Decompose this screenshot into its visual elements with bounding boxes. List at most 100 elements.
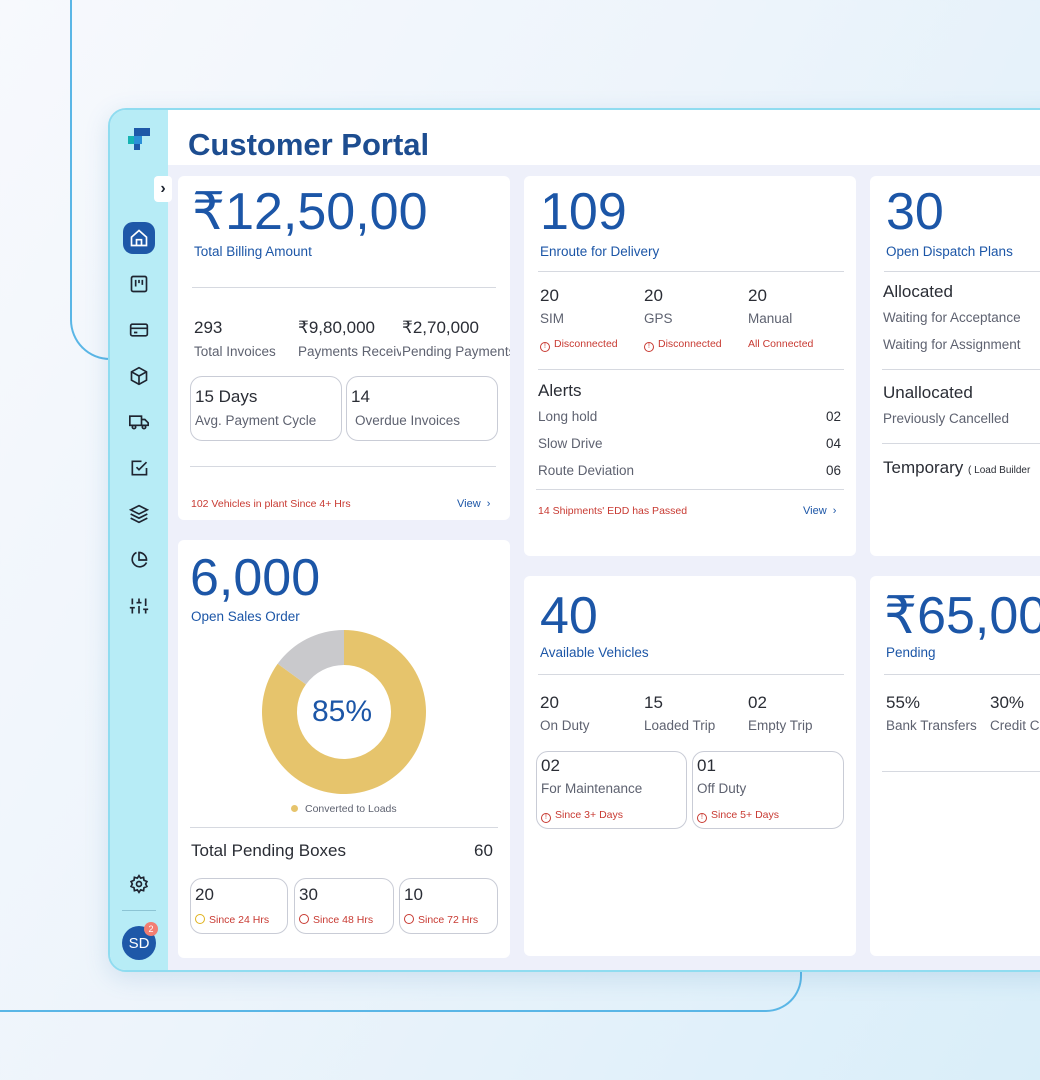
avg-payment-cycle-tile[interactable]: 15 Days Avg. Payment Cycle (190, 376, 342, 441)
alert-icon: ! (644, 342, 654, 352)
off-duty-tile[interactable]: 01 Off Duty ! Since 5+ Days (692, 751, 844, 829)
package-icon (130, 366, 148, 386)
pie-chart-icon (131, 551, 148, 568)
on-duty-label: On Duty (540, 718, 590, 733)
enroute-card: 109 Enroute for Delivery 20 SIM ! Disconn… (524, 176, 856, 556)
pending-bucket-value: 30 (299, 885, 318, 904)
sliders-icon (129, 598, 149, 614)
enroute-view-link[interactable]: View › (803, 505, 837, 517)
off-duty-value: 01 (697, 756, 716, 775)
empty-trip-label: Empty Trip (748, 718, 813, 733)
sim-status: ! Disconnected (540, 338, 618, 352)
maintenance-since: ! Since 3+ Days (541, 809, 623, 823)
sidebar-item-filters[interactable] (123, 590, 155, 622)
billing-view-link[interactable]: View › (457, 498, 491, 510)
avg-payment-cycle-value: 15 Days (195, 387, 258, 406)
clock-icon (299, 914, 309, 924)
pending-boxes-label: Total Pending Boxes (191, 841, 346, 860)
gear-icon (129, 874, 149, 894)
alert-row-value: 06 (826, 463, 842, 478)
sidebar-item-vehicles[interactable] (123, 406, 155, 438)
sidebar-item-home[interactable] (123, 222, 155, 254)
billing-card: ₹12,50,00 Total Billing Amount 293 Total… (178, 176, 510, 520)
overdue-invoices-tile[interactable]: 14 Overdue Invoices (346, 376, 498, 441)
sim-value: 20 (540, 286, 559, 305)
sidebar-item-board[interactable] (123, 268, 155, 300)
sidebar-item-reports[interactable] (123, 544, 155, 576)
allocated-item: Waiting for Acceptance (883, 310, 1021, 325)
vehicles-in-plant-alert: 102 Vehicles in plant Since 4+ Hrs (191, 498, 351, 510)
alert-row-value: 04 (826, 436, 842, 451)
alert-row-value: 02 (826, 409, 842, 424)
sidebar-divider (122, 910, 156, 911)
credit-card-value: 30% (990, 693, 1025, 712)
pending-bucket-since: Since 24 Hrs (195, 914, 269, 926)
pending-bucket-tile[interactable]: 30 Since 48 Hrs (294, 878, 394, 934)
credit-card-icon (129, 323, 149, 337)
donut-slice-converted-to-loads (262, 630, 426, 794)
dispatch-label: Open Dispatch Plans (886, 244, 1013, 259)
divider (190, 827, 498, 828)
sidebar-item-layers[interactable] (123, 498, 155, 530)
sidebar-item-billing[interactable] (123, 314, 155, 346)
off-duty-label: Off Duty (697, 781, 747, 796)
manual-value: 20 (748, 286, 767, 305)
avatar[interactable]: SD (122, 926, 156, 960)
pending-bucket-value: 20 (195, 885, 214, 904)
divider (538, 369, 844, 370)
divider (538, 271, 844, 272)
allocated-title: Allocated (883, 282, 953, 301)
maintenance-value: 02 (541, 756, 560, 775)
pending-bucket-tile[interactable]: 20 Since 24 Hrs (190, 878, 288, 934)
chevron-right-icon: › (160, 180, 166, 197)
checkbox-icon (131, 460, 148, 476)
pending-boxes-value: 60 (474, 841, 493, 860)
page-title: Customer Portal (188, 127, 430, 162)
gps-value: 20 (644, 286, 663, 305)
enroute-count: 109 (540, 183, 627, 241)
clock-icon (195, 914, 205, 924)
sidebar-item-tasks[interactable] (123, 452, 155, 484)
maintenance-tile[interactable]: 02 For Maintenance ! Since 3+ Days (536, 751, 687, 829)
gps-status: ! Disconnected (644, 338, 722, 352)
dispatch-card: 30 Open Dispatch Plans Allocated Waiting… (870, 176, 1040, 556)
alert-icon: ! (540, 342, 550, 352)
pending-amount: ₹65,00 (884, 587, 1040, 645)
sim-label: SIM (540, 311, 565, 326)
sales-order-label: Open Sales Order (191, 609, 300, 624)
sales-order-card: 6,000 Open Sales Order 85% Converted to … (178, 540, 510, 958)
divider (190, 466, 496, 467)
header: Customer Portal (168, 110, 1040, 165)
billing-label: Total Billing Amount (194, 244, 312, 259)
layers-icon (129, 504, 149, 524)
collapse-sidebar-button[interactable]: › (154, 176, 172, 202)
home-icon (130, 229, 148, 247)
unallocated-title: Unallocated (883, 383, 973, 402)
app-logo-icon (128, 128, 150, 150)
credit-card-label: Credit Card (990, 718, 1040, 733)
notification-badge: 2 (144, 922, 158, 936)
divider (884, 674, 1040, 675)
divider (884, 271, 1040, 272)
chevron-right-icon: › (483, 498, 491, 510)
loaded-trip-value: 15 (644, 693, 663, 712)
pending-bucket-tile[interactable]: 10 Since 72 Hrs (399, 878, 498, 934)
alert-icon: ! (697, 813, 707, 823)
manual-status: All Connected (748, 338, 814, 350)
pending-label: Pending (886, 645, 936, 660)
alert-icon: ! (541, 813, 551, 823)
pending-card: ₹65,00 Pending 55% Bank Transfers 30% Cr… (870, 576, 1040, 956)
gps-label: GPS (644, 311, 673, 326)
divider (882, 443, 1040, 444)
sidebar-item-settings[interactable] (123, 868, 155, 900)
legend-dot (291, 805, 298, 812)
sidebar: SD 2 (110, 110, 168, 970)
sidebar-item-orders[interactable] (123, 360, 155, 392)
temporary-title: Temporary ( Load Builder (883, 458, 1031, 477)
bank-transfers-label: Bank Transfers (886, 718, 977, 733)
kanban-icon (130, 275, 148, 293)
divider (882, 771, 1040, 772)
pending-payments-label: Pending Payments (402, 344, 510, 359)
clock-icon (404, 914, 414, 924)
sales-order-count: 6,000 (190, 549, 321, 607)
